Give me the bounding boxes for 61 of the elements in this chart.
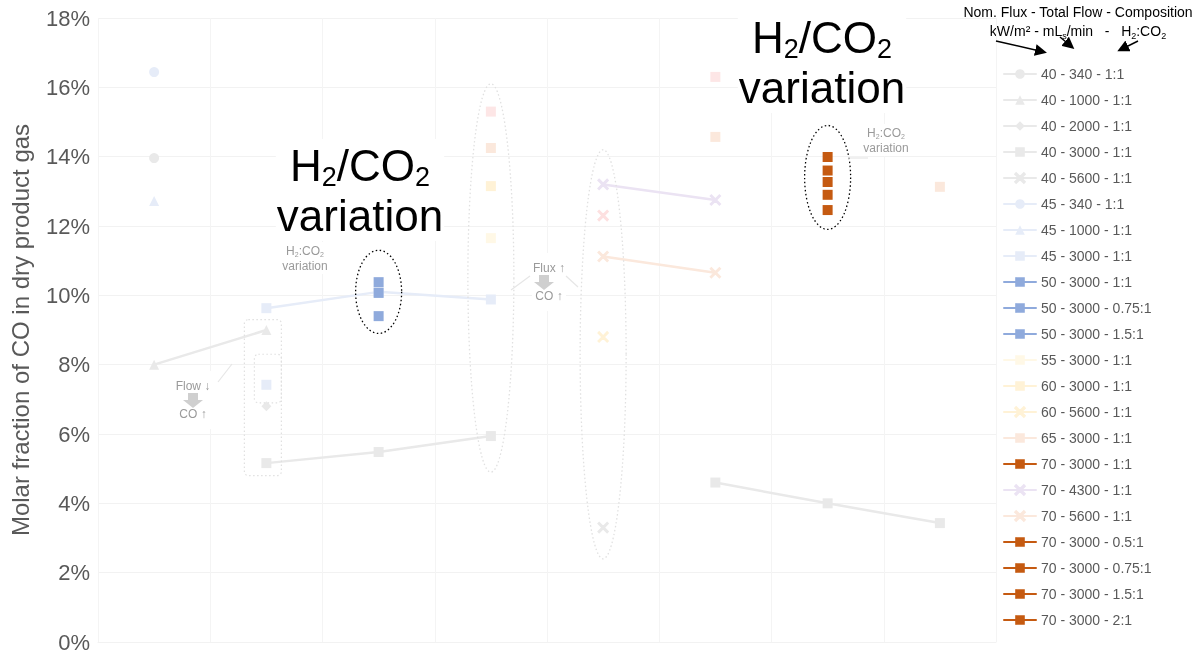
y-tick-label: 16% [45,74,90,100]
legend-label: 70 - 3000 - 1.5:1 [1041,586,1144,602]
legend-label: 50 - 3000 - 1:1 [1041,274,1133,290]
annotation: Flux ↑ CO ↑ [532,261,566,303]
y-tick-label: 6% [58,421,90,447]
point [373,311,384,322]
y-tick-label: 2% [58,560,90,586]
y-axis-title: Molar fraction of CO in dry product gas [6,123,34,537]
point [709,267,722,279]
y-tick-label: 10% [45,282,90,308]
point [709,194,722,206]
y-tick-label: 14% [45,144,90,170]
point [822,165,833,176]
legend-label: 55 - 3000 - 1:1 [1041,352,1133,368]
y-tick-label: 0% [58,629,90,654]
point [485,181,496,192]
point [261,401,272,412]
point [485,233,496,244]
legend-label: 40 - 340 - 1:1 [1041,66,1125,82]
legend-label: 70 - 4300 - 1:1 [1041,482,1133,498]
point [149,67,160,78]
legend-label: 40 - 3000 - 1:1 [1041,144,1133,160]
point [261,379,272,390]
y-tick-label: 4% [58,490,90,516]
legend-label: 45 - 340 - 1:1 [1041,196,1125,212]
point [710,131,721,142]
legend-label: 65 - 3000 - 1:1 [1041,430,1133,446]
legend-label: 60 - 5600 - 1:1 [1041,404,1133,420]
point [597,250,609,263]
y-tick-label: 12% [45,213,90,239]
y-tick-label: 18% [45,5,90,31]
legend-label: 50 - 3000 - 0.75:1 [1041,300,1152,316]
legend-label: 50 - 3000 - 1.5:1 [1041,326,1144,342]
point [261,303,272,314]
point [149,196,160,207]
point [373,277,384,288]
legend-label: 70 - 3000 - 2:1 [1041,612,1133,628]
legend-label: 45 - 3000 - 1:1 [1041,248,1133,264]
point [597,209,609,222]
point [934,181,945,192]
legend-label: 40 - 1000 - 1:1 [1041,92,1133,108]
legend-label: 70 - 3000 - 0.75:1 [1041,560,1152,576]
point [597,331,609,343]
legend-label: 70 - 3000 - 0.5:1 [1041,534,1144,550]
point [485,294,496,305]
legend-label: 45 - 1000 - 1:1 [1041,222,1133,238]
legend-label: 40 - 2000 - 1:1 [1041,118,1133,134]
legend-label: 40 - 5600 - 1:1 [1041,170,1133,186]
point [597,178,609,191]
annotation: Flow ↓ CO ↑ [175,379,211,421]
legend-label: 70 - 5600 - 1:1 [1041,508,1133,524]
point [485,106,496,117]
legend-label: 70 - 3000 - 1:1 [1041,456,1133,472]
point [822,152,833,163]
point [822,205,833,216]
point [485,143,496,153]
legend-label: 60 - 3000 - 1:1 [1041,378,1133,394]
point [822,176,833,187]
point [822,189,833,200]
y-tick-label: 8% [58,352,90,378]
point [710,71,721,82]
